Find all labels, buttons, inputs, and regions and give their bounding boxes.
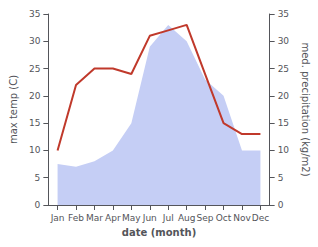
svg-text:date (month): date (month) [122, 227, 196, 238]
svg-text:Dec: Dec [252, 213, 269, 223]
svg-text:30: 30 [278, 36, 290, 46]
svg-text:25: 25 [29, 64, 40, 74]
svg-text:35: 35 [29, 9, 40, 19]
svg-text:20: 20 [29, 91, 41, 101]
svg-text:Jul: Jul [162, 213, 174, 223]
svg-text:10: 10 [278, 145, 290, 155]
svg-text:max temp (C): max temp (C) [8, 75, 19, 144]
svg-text:Apr: Apr [105, 213, 121, 223]
svg-text:5: 5 [35, 173, 41, 183]
svg-text:15: 15 [29, 118, 40, 128]
svg-text:med. precipitation (kg/m2): med. precipitation (kg/m2) [300, 42, 311, 176]
svg-text:Sep: Sep [197, 213, 214, 223]
svg-text:Nov: Nov [233, 213, 251, 223]
svg-text:Mar: Mar [86, 213, 103, 223]
svg-text:Aug: Aug [178, 213, 196, 223]
svg-text:10: 10 [29, 145, 41, 155]
svg-text:Oct: Oct [216, 213, 232, 223]
svg-text:Jan: Jan [50, 213, 65, 223]
svg-text:5: 5 [278, 173, 284, 183]
svg-text:20: 20 [278, 91, 290, 101]
svg-text:35: 35 [278, 9, 289, 19]
svg-text:Jun: Jun [142, 213, 157, 223]
svg-text:0: 0 [278, 200, 284, 210]
svg-text:30: 30 [29, 36, 41, 46]
svg-text:0: 0 [35, 200, 41, 210]
svg-text:25: 25 [278, 64, 289, 74]
svg-text:May: May [122, 213, 141, 223]
svg-text:Feb: Feb [68, 213, 84, 223]
svg-text:15: 15 [278, 118, 289, 128]
